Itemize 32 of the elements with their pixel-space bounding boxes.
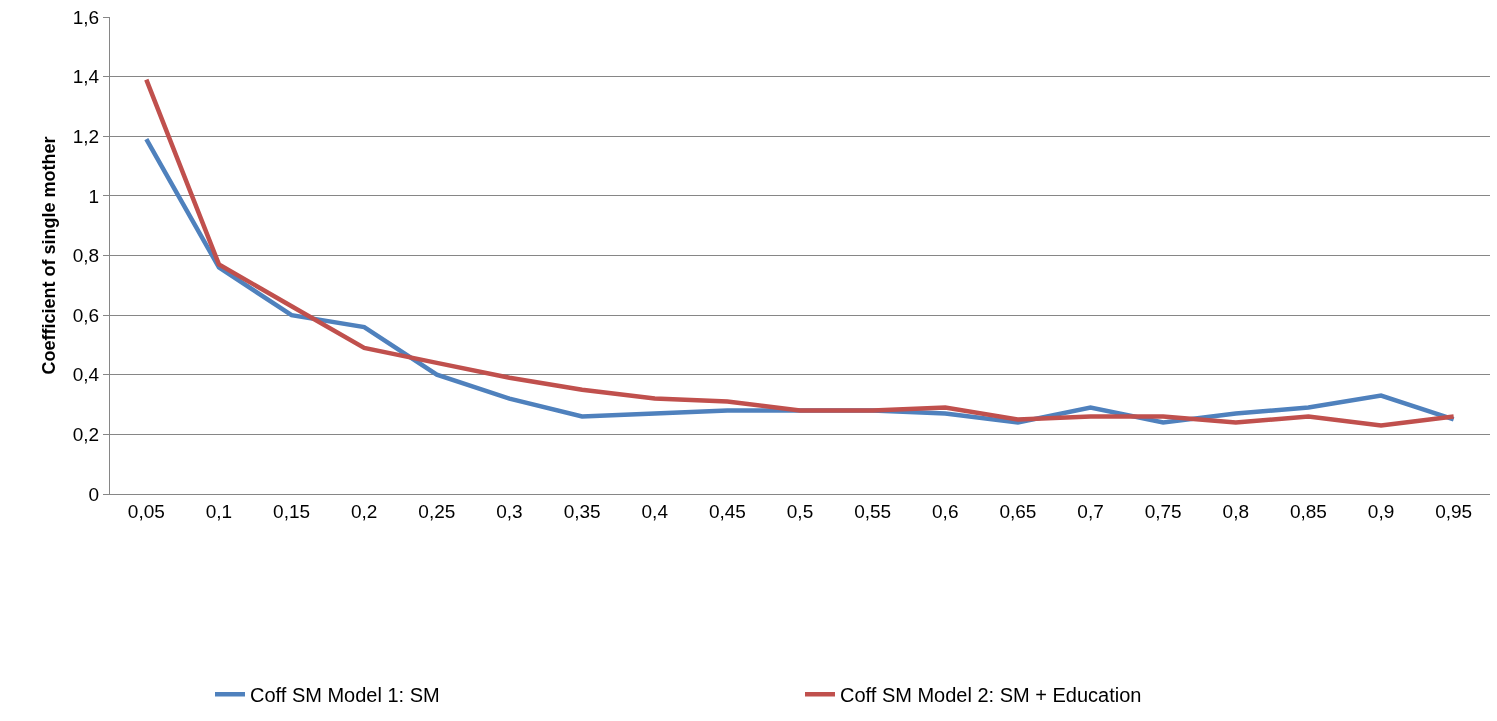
legend-label: Coff SM Model 1: SM bbox=[250, 684, 440, 707]
line-series bbox=[144, 77, 1456, 428]
y-tick-label: 1,4 bbox=[72, 66, 100, 88]
y-tick-label: 0,4 bbox=[72, 364, 100, 386]
x-tick-label: 0,25 bbox=[418, 500, 456, 522]
x-tick-label: 0,35 bbox=[563, 500, 601, 522]
y-tick-label: 1,6 bbox=[72, 6, 100, 28]
x-tick-label: 0,15 bbox=[273, 500, 311, 522]
x-tick-label: 0,65 bbox=[999, 500, 1037, 522]
x-tick-label: 0,05 bbox=[127, 500, 165, 522]
x-tick-label: 0,6 bbox=[932, 500, 959, 522]
x-tick-label: 0,1 bbox=[205, 500, 233, 522]
x-tick-label: 0,95 bbox=[1435, 500, 1473, 522]
y-tick-label: 1,2 bbox=[72, 125, 100, 147]
x-tick-label: 0,4 bbox=[641, 500, 669, 522]
x-tick-label: 0,2 bbox=[351, 500, 378, 522]
x-tick-label: 0,3 bbox=[496, 500, 523, 522]
y-tick-label: 0,2 bbox=[72, 424, 100, 446]
x-tick-label: 0,5 bbox=[786, 500, 814, 522]
x-tick-label: 0,85 bbox=[1289, 500, 1327, 522]
x-tick-label: 0,75 bbox=[1144, 500, 1182, 522]
y-axis-title: Coefficient of single mother bbox=[38, 136, 59, 375]
y-tick-label: 1 bbox=[88, 185, 100, 207]
x-tick-label: 0,45 bbox=[708, 500, 746, 522]
x-tick-label: 0,8 bbox=[1222, 500, 1249, 522]
y-tick-label: 0 bbox=[88, 483, 100, 505]
x-tick-label: 0,7 bbox=[1077, 500, 1104, 522]
legend-label: Coff SM Model 2: SM + Education bbox=[840, 684, 1142, 707]
y-tick-label: 0,6 bbox=[72, 304, 100, 326]
x-tick-label: 0,9 bbox=[1367, 500, 1395, 522]
y-tick-label: 0,8 bbox=[72, 245, 100, 267]
x-tick-label: 0,55 bbox=[854, 500, 892, 522]
